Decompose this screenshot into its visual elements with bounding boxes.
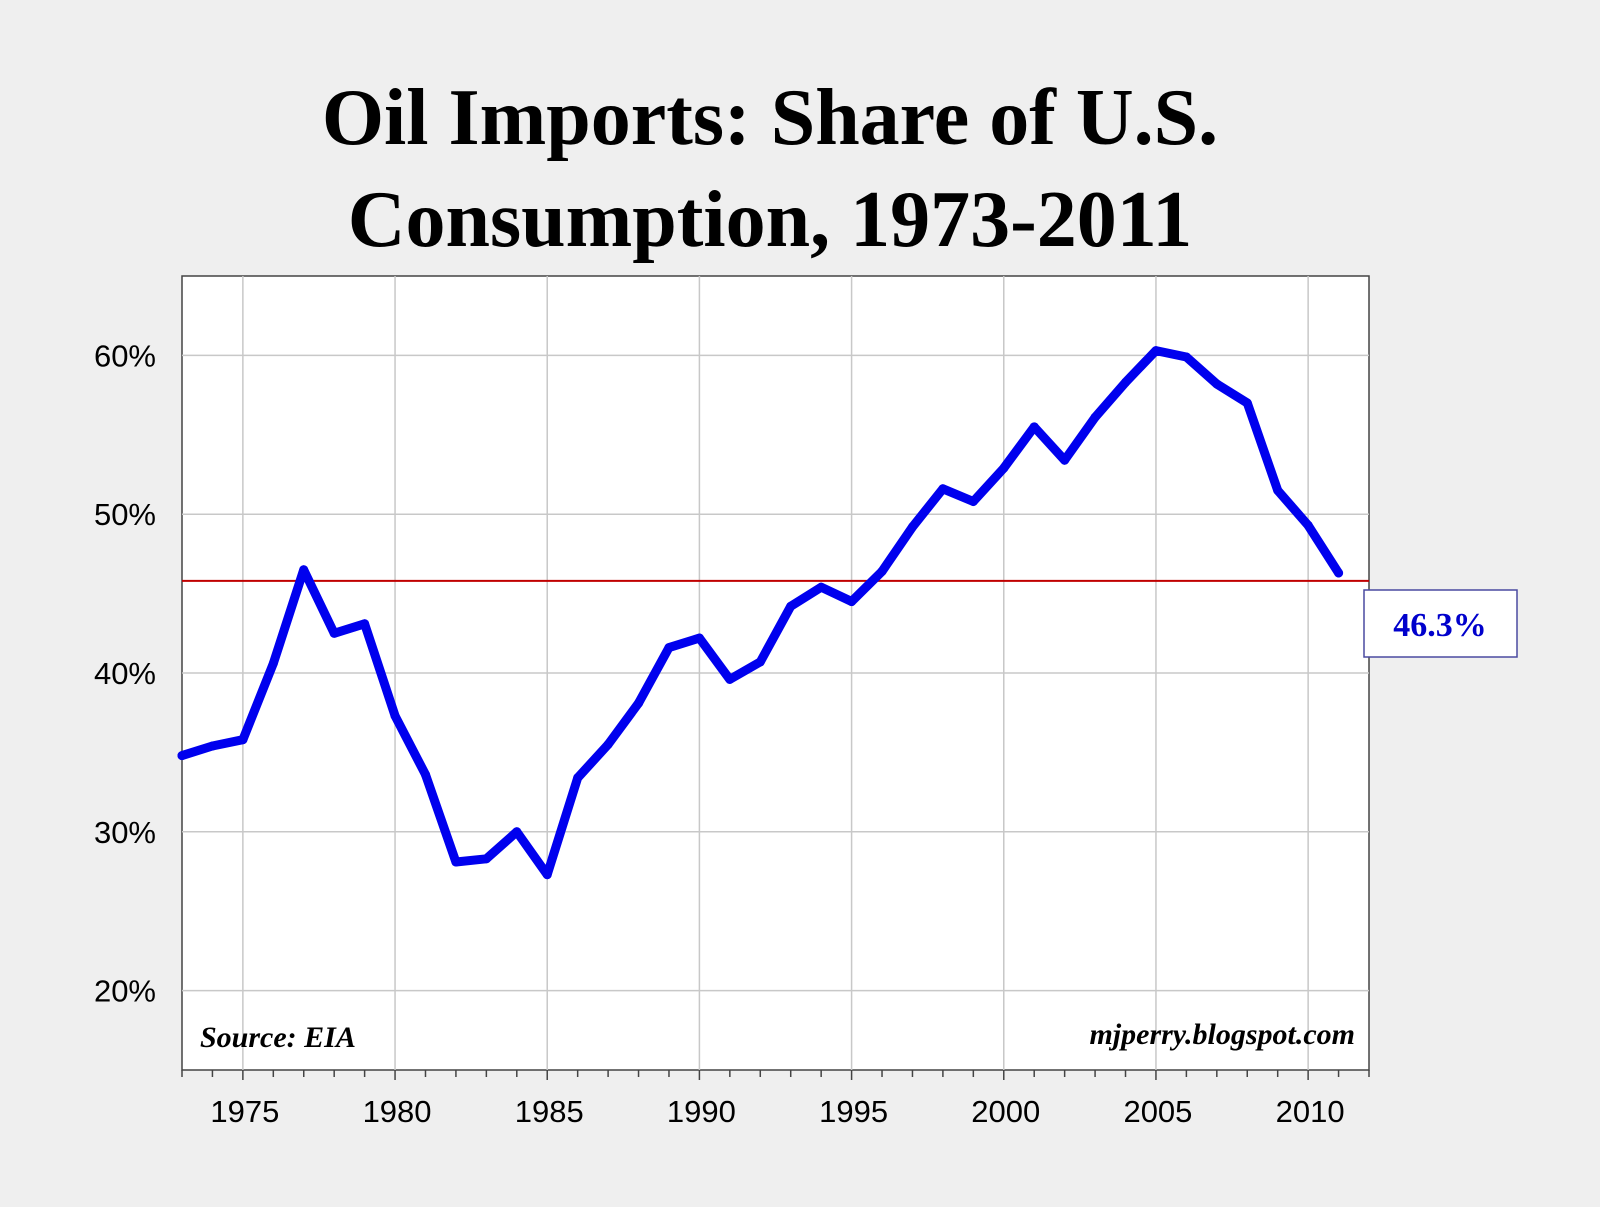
chart-title-line-1: Oil Imports: Share of U.S. xyxy=(321,74,1219,162)
data-point xyxy=(786,601,796,611)
credit-note: mjperry.blogspot.com xyxy=(1089,1018,1355,1051)
data-point xyxy=(573,773,583,783)
data-point xyxy=(1273,485,1283,495)
data-point xyxy=(481,854,491,864)
y-tick-label: 60% xyxy=(94,338,156,373)
data-point xyxy=(542,870,552,880)
data-point xyxy=(603,739,613,749)
x-tick-label: 1975 xyxy=(210,1094,279,1129)
x-tick-label: 1980 xyxy=(363,1094,432,1129)
data-point xyxy=(1242,398,1252,408)
data-point xyxy=(664,643,674,653)
data-point xyxy=(694,633,704,643)
x-tick-label: 1990 xyxy=(667,1094,736,1129)
data-point xyxy=(725,674,735,684)
data-point xyxy=(1151,346,1161,356)
data-point xyxy=(177,751,187,761)
x-tick-label: 2005 xyxy=(1123,1094,1192,1129)
data-point xyxy=(238,735,248,745)
chart-title-line-2: Consumption, 1973-2011 xyxy=(347,176,1193,264)
data-point xyxy=(755,657,765,667)
data-point xyxy=(420,770,430,780)
x-tick-label: 2000 xyxy=(971,1094,1040,1129)
data-point xyxy=(1212,379,1222,389)
data-point xyxy=(847,597,857,607)
x-tick-label: 1985 xyxy=(515,1094,584,1129)
data-point xyxy=(360,619,370,629)
data-point xyxy=(816,582,826,592)
y-tick-label: 50% xyxy=(94,497,156,532)
data-point xyxy=(999,463,1009,473)
data-point xyxy=(877,566,887,576)
x-tick-label: 2010 xyxy=(1276,1094,1345,1129)
y-tick-label: 20% xyxy=(94,974,156,1009)
data-point xyxy=(1090,412,1100,422)
data-point xyxy=(1181,352,1191,362)
source-note: Source: EIA xyxy=(200,1021,356,1054)
y-tick-label: 40% xyxy=(94,656,156,691)
data-point xyxy=(1334,568,1344,578)
callout-value: 46.3% xyxy=(1393,607,1487,644)
data-point xyxy=(390,711,400,721)
data-point xyxy=(451,857,461,867)
data-point xyxy=(907,522,917,532)
data-point xyxy=(268,658,278,668)
data-point xyxy=(1029,422,1039,432)
x-axis-tick-labels: 1975 1980 1985 1990 1995 2000 2005 2010 xyxy=(210,1094,1344,1129)
x-tick-label: 1995 xyxy=(819,1094,888,1129)
data-point xyxy=(299,565,309,575)
x-axis-ticks xyxy=(181,1070,1370,1080)
y-axis-tick-labels: 20% 30% 40% 50% 60% xyxy=(94,338,156,1008)
data-point xyxy=(1121,377,1131,387)
y-tick-label: 30% xyxy=(94,815,156,850)
data-point xyxy=(938,484,948,494)
data-point xyxy=(1303,520,1313,530)
data-point xyxy=(329,628,339,638)
data-point xyxy=(207,741,217,751)
data-point xyxy=(512,827,522,837)
data-point xyxy=(634,698,644,708)
data-point xyxy=(968,496,978,506)
series-points xyxy=(177,346,1344,880)
callout-box xyxy=(1363,589,1518,658)
data-point xyxy=(1060,455,1070,465)
